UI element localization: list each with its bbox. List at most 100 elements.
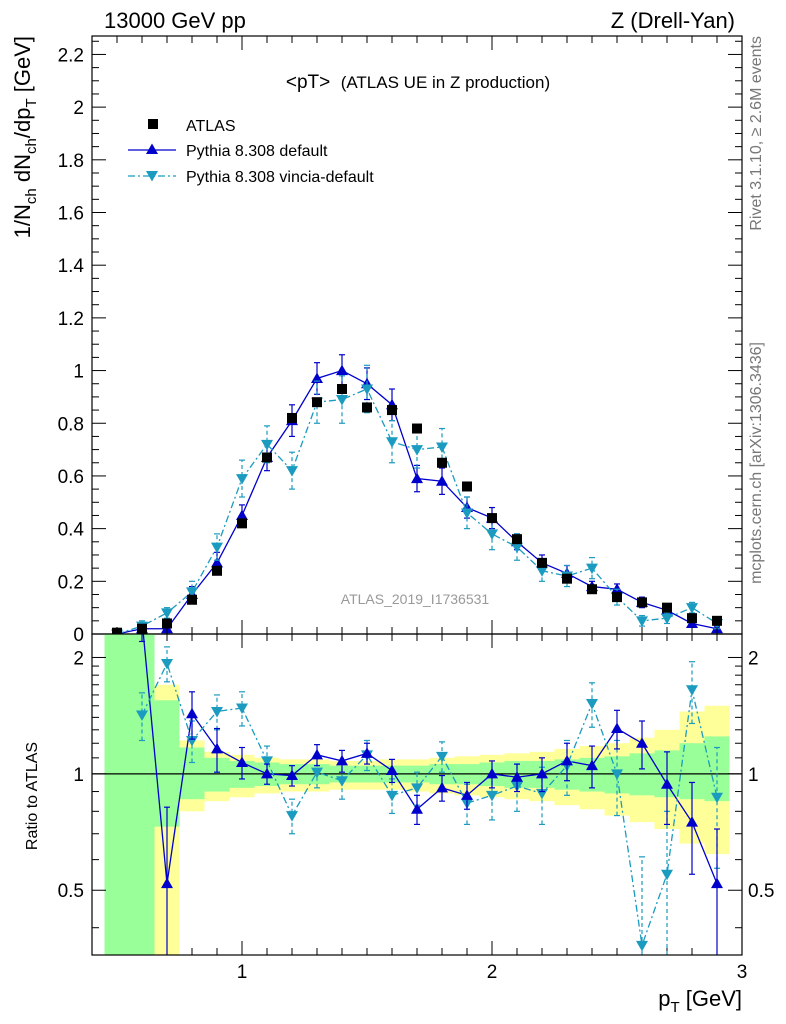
legend: ATLAS Pythia 8.308 default Pythia 8.308 … xyxy=(128,118,374,186)
legend-entry-pythia-default: Pythia 8.308 default xyxy=(128,143,328,160)
ratio-pythia-vincia-point xyxy=(261,756,273,767)
atlas-data-point xyxy=(687,613,697,624)
pythia-default-point xyxy=(236,509,248,520)
ratio-stat-uncertainty-band xyxy=(129,634,155,955)
main-y-tick-label: 0.4 xyxy=(58,520,85,541)
ratio-pythia-vincia-point xyxy=(236,703,248,715)
atlas-data-point xyxy=(462,481,472,492)
atlas-data-point xyxy=(262,452,272,463)
ratio-pythia-vincia-point xyxy=(661,869,673,881)
atlas-data-point xyxy=(287,412,297,423)
y-label-part-2: dN xyxy=(10,154,35,188)
ratio-pythia-default-point xyxy=(636,737,648,748)
atlas-data-point xyxy=(662,602,672,613)
pythia-default-point xyxy=(436,475,448,486)
x-label-sub-t: T xyxy=(670,999,679,1016)
pythia-vincia-point xyxy=(211,542,223,554)
x-label-p: p xyxy=(658,986,670,1011)
pythia-vincia-point xyxy=(336,395,348,406)
main-y-tick-label: 1.4 xyxy=(58,256,85,277)
ratio-pythia-default-point xyxy=(361,747,373,758)
pythia-vincia-point xyxy=(686,603,698,614)
x-tick-label: 3 xyxy=(737,962,748,983)
atlas-data-point xyxy=(337,384,347,395)
ratio-pythia-vincia-point xyxy=(161,658,173,670)
pythia-vincia-point xyxy=(386,437,398,448)
ratio-pythia-default-point xyxy=(611,722,623,734)
ratio-pythia-default-point xyxy=(311,748,323,760)
atlas-data-point xyxy=(712,615,722,626)
ratio-pythia-vincia-point xyxy=(211,706,223,718)
atlas-data-point xyxy=(187,594,197,605)
ratio-stat-uncertainty-band xyxy=(154,700,180,827)
legend-pythia-default-label: Pythia 8.308 default xyxy=(186,143,328,160)
pythia-vincia-point xyxy=(286,466,298,477)
main-y-tick-label: 0 xyxy=(73,625,84,646)
pythia-vincia-point xyxy=(586,563,598,575)
main-y-tick-label: 0.2 xyxy=(58,572,84,593)
main-y-tick-label: 1 xyxy=(73,362,84,383)
header-right-label: Z (Drell-Yan) xyxy=(611,8,735,33)
atlas-data-point xyxy=(562,573,572,584)
legend-atlas-square-marker xyxy=(148,119,158,129)
main-y-tick-label: 1.6 xyxy=(58,204,84,225)
plot-title-main: <pT> xyxy=(286,72,330,93)
main-y-tick-label: 2 xyxy=(73,98,84,119)
ratio-pythia-default-point xyxy=(661,778,673,789)
y-label-sub-ch-2: ch xyxy=(23,138,40,154)
ratio-pythia-vincia-point xyxy=(486,790,498,802)
ratio-panel-frame xyxy=(91,633,743,956)
legend-pythia-default-triangle-marker xyxy=(146,143,158,154)
atlas-data-point xyxy=(487,513,497,524)
ratio-pythia-vincia-point xyxy=(586,699,598,710)
atlas-data-point xyxy=(162,618,172,629)
ratio-pythia-default-point xyxy=(261,767,273,779)
atlas-data-point xyxy=(512,534,522,545)
main-y-tick-label: 2.2 xyxy=(58,45,84,66)
pythia-vincia-point xyxy=(411,445,423,456)
ratio-pythia-default-point xyxy=(386,764,398,776)
ratio-pythia-vincia-point xyxy=(386,790,398,802)
main-panel: 0 0.2 0.4 0.6 0.8 1 1.2 1.4 1.6 1.8 2 2.2 <pT> (ATL… xyxy=(10,35,743,955)
legend-entry-pythia-vincia: Pythia 8.308 vincia-default xyxy=(128,169,374,186)
y-label-sub-t: T xyxy=(23,98,40,107)
main-y-tick-label: 1.2 xyxy=(58,309,84,330)
header-left-label: 13000 GeV pp xyxy=(104,8,246,33)
pythia-vincia-point xyxy=(261,439,273,451)
atlas-data-point xyxy=(412,423,422,434)
ratio-pythia-default-point xyxy=(411,803,423,814)
plot-title-sub: (ATLAS UE in Z production) xyxy=(341,73,550,92)
ratio-y-tick-label: 1 xyxy=(73,765,84,786)
ratio-pythia-vincia-point xyxy=(411,783,423,794)
ratio-pythia-default-point xyxy=(286,769,298,781)
ratio-pythia-default-point xyxy=(436,781,448,793)
ratio-pythia-default-point xyxy=(211,742,223,754)
pythia-vincia-point xyxy=(511,542,523,554)
x-tick-label: 2 xyxy=(487,962,498,983)
atlas-data-point xyxy=(612,592,622,603)
ratio-pythia-vincia-point xyxy=(311,767,323,779)
ratio-pythia-default-point xyxy=(561,754,573,766)
ratio-y-tick-label-right: 2 xyxy=(748,648,759,669)
pythia-vincia-point xyxy=(536,566,548,577)
main-y-axis-label: 1/Nch dNch/dpT [GeV] xyxy=(10,36,40,238)
main-y-tick-label: 0.8 xyxy=(58,414,84,435)
pythia-default-point xyxy=(611,583,623,594)
ratio-pythia-vincia-point xyxy=(436,751,448,763)
ratio-pythia-default-point xyxy=(461,789,473,800)
pythia-default-point xyxy=(211,556,223,568)
pythia-vincia-point xyxy=(161,608,173,619)
atlas-data-point xyxy=(637,597,647,608)
pythia-vincia-point xyxy=(361,384,373,396)
x-label-unit: [GeV] xyxy=(680,986,742,1011)
rivet-version-label: Rivet 3.1.10, ≥ 2.6M events xyxy=(748,36,765,231)
x-axis-label: pT [GeV] xyxy=(658,986,742,1016)
atlas-data-point xyxy=(237,518,247,529)
ratio-pythia-default-point xyxy=(586,759,598,771)
ratio-stat-uncertainty-band xyxy=(104,634,130,955)
ratio-pythia-default-point xyxy=(161,877,173,889)
y-label-part-4: [GeV] xyxy=(10,36,35,98)
ratio-pythia-vincia-point xyxy=(686,685,698,696)
pythia-vincia-point xyxy=(636,616,648,627)
atlas-data-point xyxy=(312,397,322,408)
